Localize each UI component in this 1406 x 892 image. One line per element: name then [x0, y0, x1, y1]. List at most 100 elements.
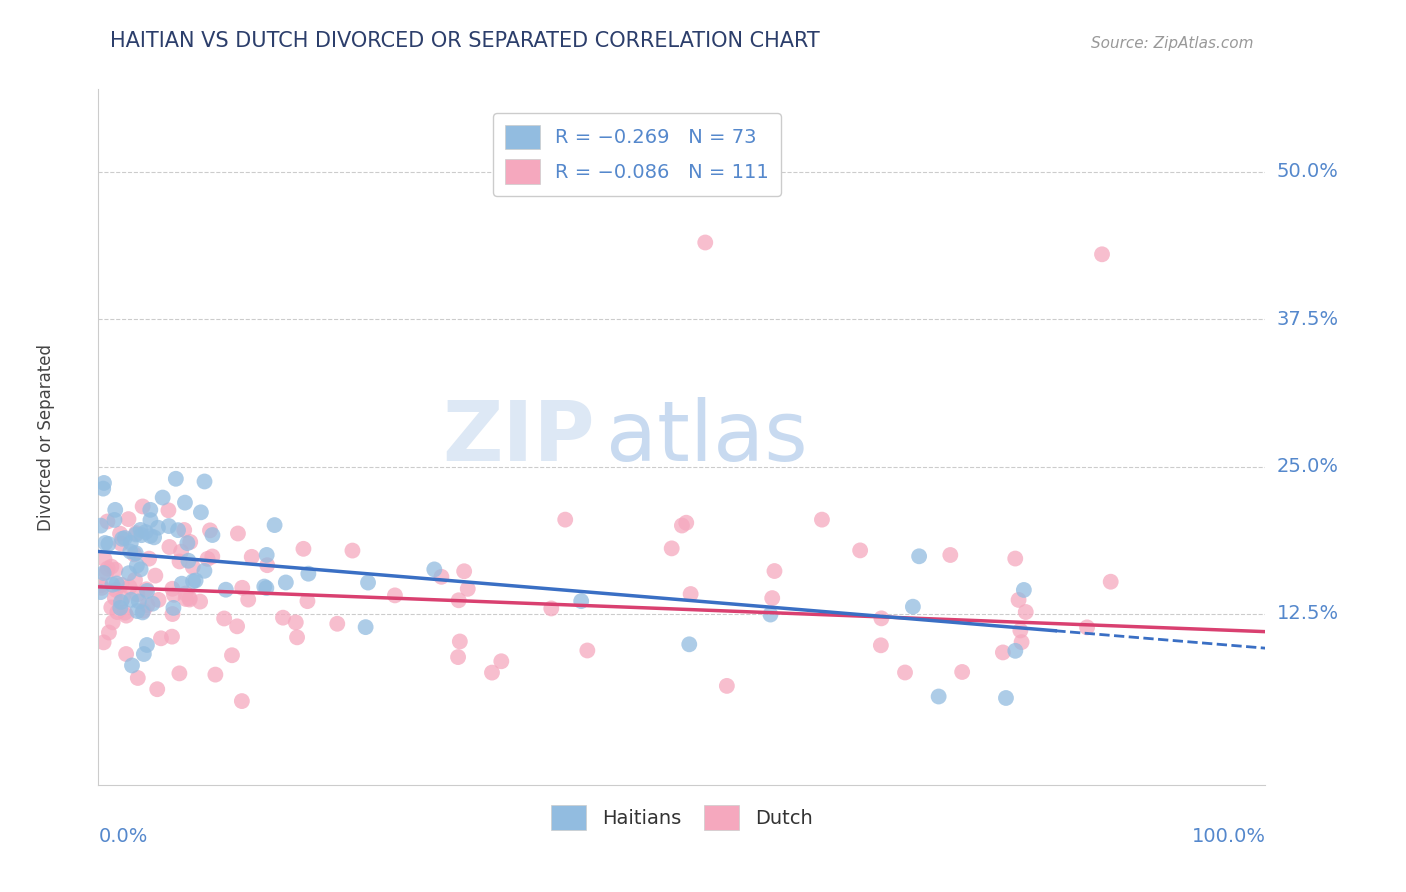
Point	[326, 616, 349, 631]
Point	[114, 531, 136, 545]
Point	[120, 535, 142, 549]
Point	[201, 549, 224, 564]
Point	[101, 615, 124, 630]
Point	[274, 575, 297, 590]
Point	[132, 647, 155, 661]
Point	[90, 518, 112, 533]
Point	[190, 505, 212, 519]
Point	[179, 592, 201, 607]
Point	[162, 601, 184, 615]
Point	[163, 588, 186, 602]
Point	[449, 634, 471, 648]
Point	[193, 475, 215, 489]
Point	[110, 595, 132, 609]
Point	[100, 559, 122, 574]
Point	[231, 581, 253, 595]
Point	[162, 607, 184, 621]
Point	[901, 599, 924, 614]
Text: Divorced or Separated: Divorced or Separated	[37, 343, 55, 531]
Text: 50.0%: 50.0%	[1277, 162, 1339, 181]
Point	[761, 591, 783, 606]
Point	[849, 543, 872, 558]
Point	[256, 548, 278, 562]
Text: 0.0%: 0.0%	[98, 827, 148, 846]
Point	[679, 587, 702, 601]
Point	[162, 582, 184, 596]
Point	[108, 526, 131, 541]
Point	[169, 666, 191, 681]
Point	[928, 690, 950, 704]
Point	[93, 475, 115, 490]
Point	[231, 694, 253, 708]
Point	[139, 529, 162, 543]
Point	[423, 562, 446, 576]
Point	[157, 540, 180, 554]
Point	[1007, 593, 1029, 607]
Point	[181, 574, 204, 589]
Point	[131, 500, 153, 514]
Point	[226, 526, 249, 541]
Point	[179, 535, 201, 549]
Point	[110, 600, 132, 615]
Point	[197, 551, 219, 566]
Point	[221, 648, 243, 663]
Point	[991, 645, 1014, 659]
Point	[292, 541, 315, 556]
Point	[97, 537, 120, 551]
Point	[491, 654, 513, 668]
Point	[215, 582, 238, 597]
Point	[148, 593, 170, 607]
Text: Source: ZipAtlas.com: Source: ZipAtlas.com	[1091, 36, 1254, 51]
Point	[93, 635, 115, 649]
Text: 100.0%: 100.0%	[1191, 827, 1265, 846]
Point	[894, 665, 917, 680]
Point	[285, 630, 308, 644]
Point	[105, 576, 128, 591]
Point	[139, 513, 162, 527]
Point	[124, 573, 146, 587]
Point	[1076, 620, 1098, 634]
Point	[90, 585, 112, 599]
Point	[447, 650, 470, 665]
Point	[201, 528, 224, 542]
Point	[1091, 247, 1114, 261]
Point	[198, 524, 221, 538]
Point	[152, 491, 174, 505]
Point	[193, 564, 215, 578]
Point	[169, 554, 191, 568]
Point	[118, 566, 141, 581]
Point	[870, 611, 893, 625]
Point	[554, 513, 576, 527]
Point	[1012, 582, 1035, 597]
Point	[1011, 635, 1033, 649]
Point	[114, 606, 136, 620]
Point	[131, 528, 153, 542]
Point	[103, 513, 125, 527]
Point	[131, 606, 153, 620]
Text: 37.5%: 37.5%	[1277, 310, 1339, 328]
Point	[284, 615, 307, 630]
Point	[96, 566, 118, 580]
Point	[93, 566, 115, 580]
Point	[939, 548, 962, 562]
Legend: Haitians, Dutch: Haitians, Dutch	[543, 797, 821, 838]
Point	[870, 638, 893, 652]
Point	[1004, 644, 1026, 658]
Text: atlas: atlas	[606, 397, 808, 477]
Point	[271, 610, 294, 624]
Point	[132, 604, 155, 618]
Point	[176, 536, 198, 550]
Point	[143, 530, 166, 544]
Point	[430, 570, 453, 584]
Point	[105, 605, 128, 619]
Point	[675, 516, 697, 530]
Point	[763, 564, 786, 578]
Point	[117, 512, 139, 526]
Point	[110, 536, 132, 550]
Point	[139, 503, 162, 517]
Point	[143, 568, 166, 582]
Point	[342, 543, 364, 558]
Point	[481, 665, 503, 680]
Text: 12.5%: 12.5%	[1277, 605, 1339, 624]
Point	[121, 658, 143, 673]
